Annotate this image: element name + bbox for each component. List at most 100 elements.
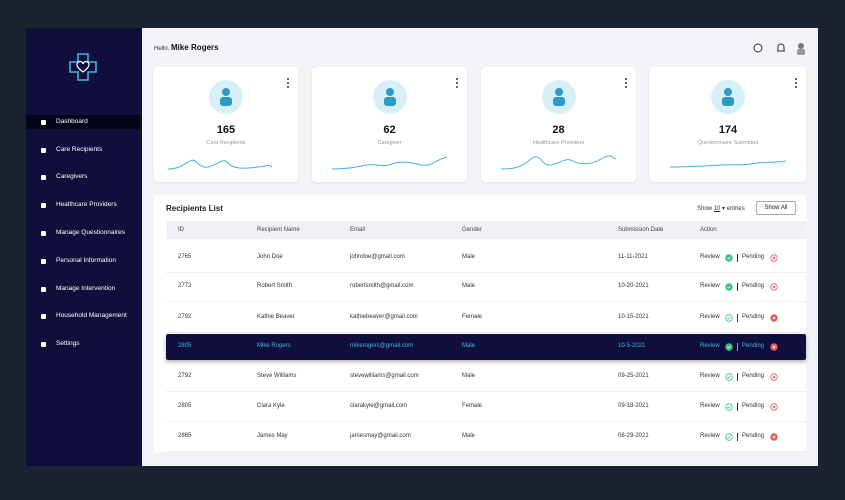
pending-action[interactable]: Pending bbox=[742, 283, 765, 289]
pending-icon bbox=[770, 343, 778, 351]
cell: Male bbox=[462, 254, 476, 260]
action-separator bbox=[737, 314, 738, 322]
card-icon bbox=[372, 80, 407, 114]
cell: 10-20-2021 bbox=[618, 283, 649, 289]
review-action[interactable]: Review bbox=[700, 433, 720, 439]
cell: 2772 bbox=[178, 283, 192, 289]
cell: Mike Rogers bbox=[257, 343, 291, 349]
action-separator bbox=[737, 283, 738, 291]
menu-item[interactable]: Manage Questionnaires bbox=[56, 229, 126, 236]
menu-item[interactable]: Personal Information bbox=[56, 257, 116, 264]
action-separator bbox=[737, 343, 738, 351]
menu-icon bbox=[41, 147, 46, 153]
review-action[interactable]: Review bbox=[700, 343, 720, 349]
cell: Robert Smith bbox=[257, 283, 293, 289]
menu-icon bbox=[41, 258, 46, 264]
pending-action[interactable]: Pending bbox=[742, 373, 765, 379]
cell: Male bbox=[462, 343, 476, 349]
sparkline bbox=[168, 159, 273, 170]
action-separator bbox=[737, 433, 738, 441]
show-all-button[interactable]: Show All bbox=[756, 201, 796, 215]
pending-icon bbox=[770, 254, 778, 262]
cell: 10-15-2021 bbox=[618, 314, 649, 320]
card-icon bbox=[541, 80, 576, 114]
sparkline bbox=[500, 155, 616, 170]
cell: mikerogers@gmail.com bbox=[350, 343, 414, 349]
greeting: Hello, Mike Rogers bbox=[154, 43, 219, 52]
column-header: Email bbox=[350, 227, 366, 233]
page-size-value: 10 bbox=[713, 206, 721, 212]
cell: Male bbox=[462, 283, 476, 289]
sparkline bbox=[670, 160, 787, 168]
review-action[interactable]: Review bbox=[700, 314, 720, 320]
menu-icon bbox=[41, 202, 46, 208]
review-action[interactable]: Review bbox=[700, 403, 720, 409]
pending-action[interactable]: Pending bbox=[742, 254, 765, 260]
card-value: 165 bbox=[216, 124, 236, 136]
review-icon bbox=[725, 403, 733, 411]
review-icon bbox=[725, 254, 733, 262]
cell: 2792 bbox=[178, 373, 192, 379]
menu-icon bbox=[41, 174, 46, 180]
card-menu bbox=[625, 78, 627, 88]
row-divider bbox=[166, 391, 806, 392]
row-divider bbox=[166, 301, 806, 302]
greeting-text: Hello, bbox=[154, 46, 170, 52]
stat-card: 62 Caregiver bbox=[312, 67, 467, 182]
pending-action[interactable]: Pending bbox=[742, 314, 765, 320]
cell: robertsmith@gmail.com bbox=[350, 283, 414, 289]
row-divider bbox=[166, 332, 806, 333]
pending-action[interactable]: Pending bbox=[742, 433, 765, 439]
card-icon bbox=[209, 80, 243, 114]
review-action[interactable]: Review bbox=[700, 254, 720, 260]
column-header: Submission Date bbox=[618, 227, 664, 233]
review-icon bbox=[725, 373, 733, 381]
user-name: Mike Rogers bbox=[171, 43, 219, 52]
header-icons[interactable] bbox=[752, 41, 808, 55]
card-label: Caregiver bbox=[377, 140, 402, 146]
cell: Female bbox=[462, 314, 483, 320]
pending-icon bbox=[770, 433, 778, 441]
card-icon bbox=[711, 80, 745, 114]
table-header bbox=[166, 221, 806, 239]
table-title: Recipients List bbox=[166, 204, 223, 213]
menu-item[interactable]: Care Recipients bbox=[56, 146, 103, 153]
review-icon bbox=[725, 283, 733, 291]
row-divider bbox=[166, 421, 806, 422]
menu-icon bbox=[41, 119, 46, 125]
review-icon bbox=[725, 433, 733, 441]
column-header: Recipient Name bbox=[257, 227, 300, 233]
cell: stevewilliams@gmail.com bbox=[350, 373, 419, 379]
cell: jamesmay@gmail.com bbox=[350, 433, 411, 439]
cell: 2765 bbox=[178, 254, 192, 260]
cell: 2805 bbox=[178, 403, 192, 409]
menu-item[interactable]: Dashboard bbox=[56, 118, 88, 125]
pending-action[interactable]: Pending bbox=[742, 343, 765, 349]
stat-card: 28 Healthcare Providers bbox=[481, 67, 636, 182]
cell: 2805 bbox=[178, 343, 192, 349]
card-menu bbox=[456, 78, 458, 88]
menu-item[interactable]: Healthcare Providers bbox=[56, 201, 117, 208]
cell: James May bbox=[257, 433, 288, 439]
logo bbox=[69, 53, 97, 81]
menu-item[interactable]: Manage Intervention bbox=[56, 285, 116, 292]
review-action[interactable]: Review bbox=[700, 373, 720, 379]
cell: 08-29-2021 bbox=[618, 433, 649, 439]
cell: Female bbox=[462, 403, 483, 409]
app-frame: Dashboard Care Recipients Caregivers Health… bbox=[26, 28, 818, 466]
pending-icon bbox=[770, 373, 778, 381]
row-divider bbox=[166, 451, 806, 452]
pending-action[interactable]: Pending bbox=[742, 403, 765, 409]
review-action[interactable]: Review bbox=[700, 283, 720, 289]
stat-card: 174 Questionnaire Submitted bbox=[650, 67, 806, 182]
pending-icon bbox=[770, 403, 778, 411]
row-divider bbox=[166, 272, 806, 273]
page-size[interactable]: Show 10 ▾ entries bbox=[697, 206, 745, 212]
menu-item[interactable]: Settings bbox=[56, 340, 80, 347]
card-value: 28 bbox=[552, 124, 565, 136]
cell: 2792 bbox=[178, 314, 192, 320]
card-value: 62 bbox=[383, 124, 396, 136]
menu-item[interactable]: Caregivers bbox=[56, 173, 88, 180]
menu-item[interactable]: Household Management bbox=[56, 312, 127, 319]
cell: Kathie Beaver bbox=[257, 314, 295, 320]
